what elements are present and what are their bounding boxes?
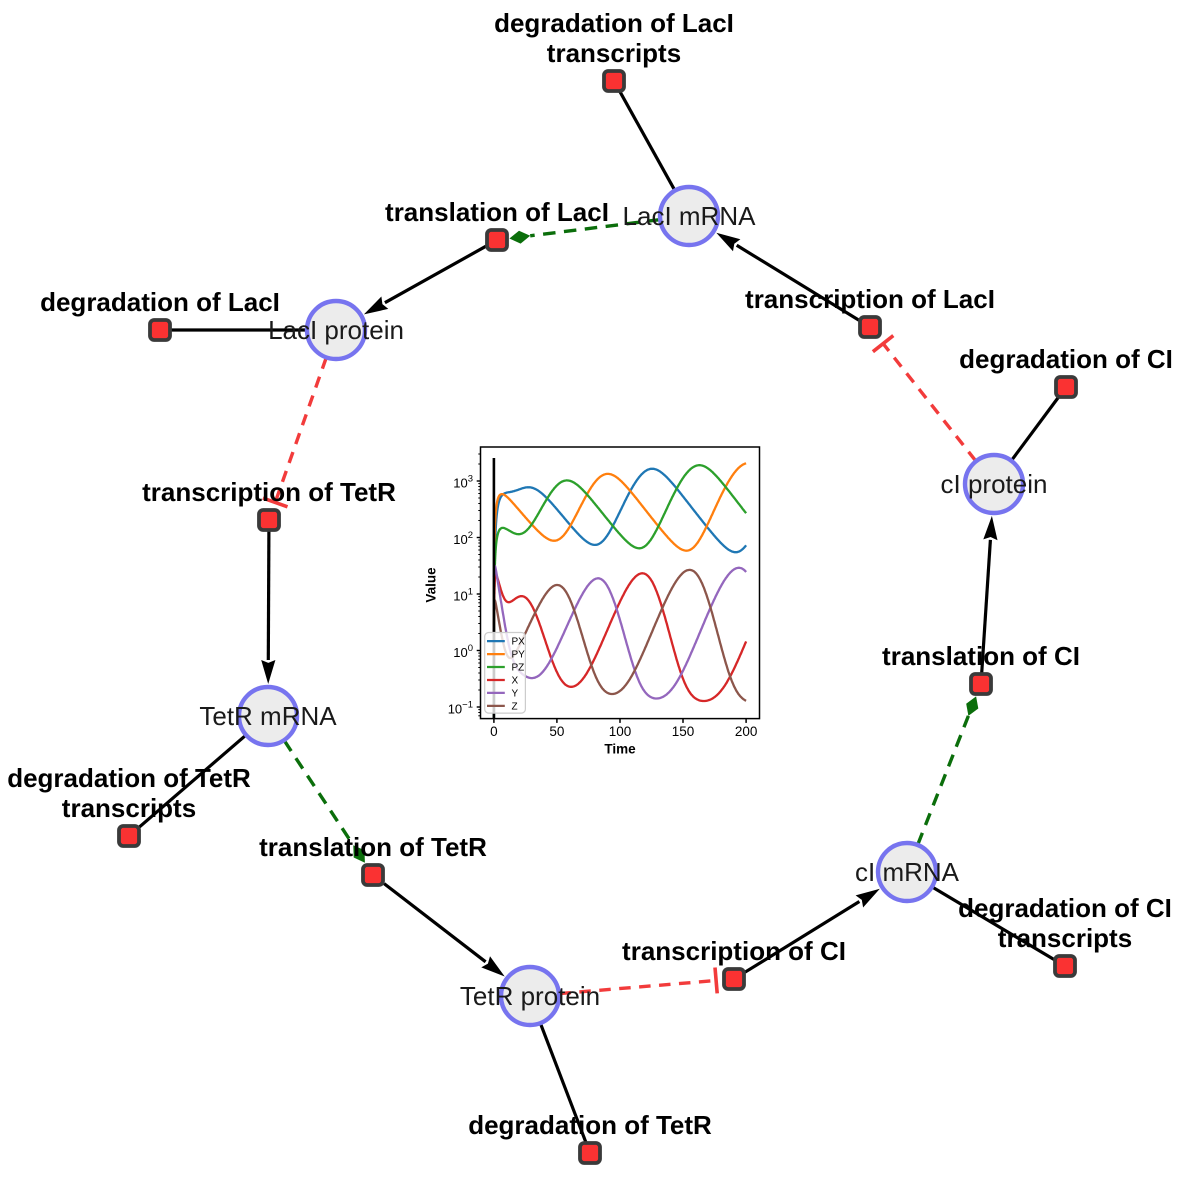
svg-text:150: 150 (672, 724, 695, 739)
svg-text:102: 102 (453, 530, 473, 547)
svg-text:degradation of LacI: degradation of LacI (494, 8, 734, 38)
svg-text:degradation of CI: degradation of CI (958, 893, 1172, 923)
svg-text:transcription of TetR: transcription of TetR (142, 477, 396, 507)
svg-text:200: 200 (735, 724, 758, 739)
svg-text:translation of TetR: translation of TetR (259, 832, 487, 862)
svg-text:Y: Y (512, 689, 519, 700)
svg-text:PY: PY (512, 650, 526, 661)
svg-text:transcripts: transcripts (547, 38, 681, 68)
svg-text:transcription of LacI: transcription of LacI (745, 284, 995, 314)
svg-text:PX: PX (512, 637, 526, 648)
svg-text:Z: Z (512, 702, 518, 713)
svg-text:TetR mRNA: TetR mRNA (199, 701, 337, 731)
svg-text:X: X (512, 676, 519, 687)
svg-text:degradation of TetR: degradation of TetR (468, 1110, 712, 1140)
svg-text:Time: Time (604, 742, 636, 757)
svg-text:translation of LacI: translation of LacI (385, 197, 609, 227)
svg-text:101: 101 (453, 587, 473, 604)
svg-text:cI mRNA: cI mRNA (855, 857, 960, 887)
svg-text:103: 103 (453, 474, 473, 491)
svg-text:TetR protein: TetR protein (460, 981, 600, 1011)
svg-text:transcripts: transcripts (62, 793, 196, 823)
svg-text:0: 0 (490, 724, 498, 739)
svg-text:degradation of TetR: degradation of TetR (7, 763, 251, 793)
svg-text:100: 100 (453, 643, 473, 660)
svg-text:PZ: PZ (512, 663, 525, 674)
svg-text:100: 100 (609, 724, 632, 739)
svg-text:cI protein: cI protein (941, 469, 1048, 499)
svg-text:translation of CI: translation of CI (882, 641, 1080, 671)
svg-text:50: 50 (549, 724, 564, 739)
svg-text:LacI mRNA: LacI mRNA (623, 201, 757, 231)
svg-text:degradation of LacI: degradation of LacI (40, 287, 280, 317)
svg-text:degradation of CI: degradation of CI (959, 344, 1173, 374)
svg-text:transcripts: transcripts (998, 923, 1132, 953)
svg-text:LacI protein: LacI protein (268, 315, 404, 345)
svg-text:transcription of CI: transcription of CI (622, 936, 846, 966)
svg-text:Value: Value (424, 567, 439, 603)
svg-text:10−1: 10−1 (448, 700, 473, 717)
